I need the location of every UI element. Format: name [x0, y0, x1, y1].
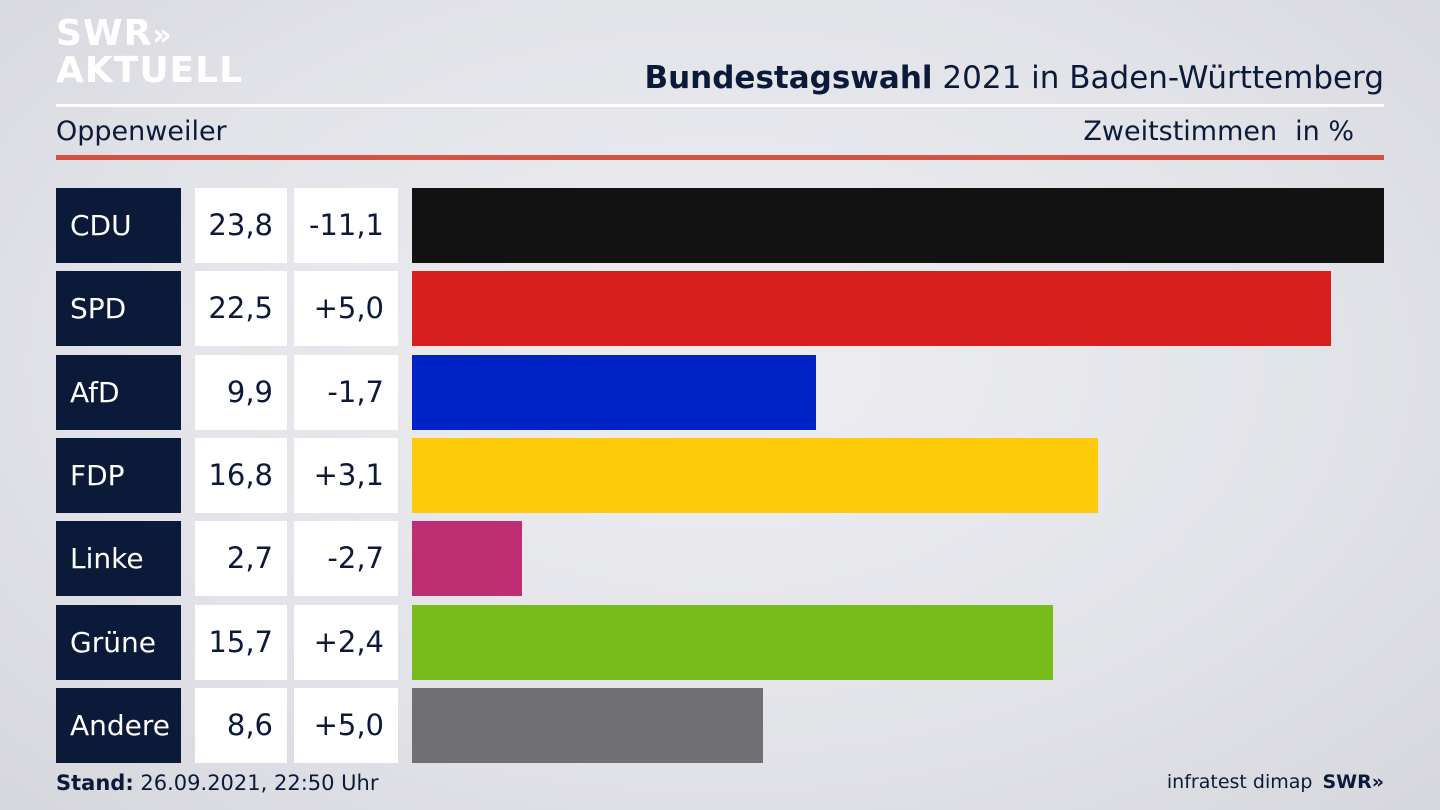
stand-label: Stand:	[56, 771, 134, 795]
party-label: Linke	[56, 521, 181, 597]
vote-share-value: 8,6	[195, 687, 287, 763]
source-name: infratest dimap	[1166, 771, 1313, 793]
logo-chevrons: »	[152, 18, 172, 53]
vote-share-value: 15,7	[195, 604, 287, 680]
vote-type-label: Zweitstimmen	[1083, 116, 1278, 147]
vote-share-value: 16,8	[195, 437, 287, 513]
party-label: Andere	[56, 687, 181, 763]
result-row-cdu: CDU 23,8 -11,1	[0, 188, 1440, 263]
party-label: SPD	[56, 271, 181, 347]
bar-spd	[412, 271, 1331, 347]
vote-change-value: +2,4	[294, 604, 398, 680]
bar-fdp	[412, 437, 1098, 513]
vote-change-value: +5,0	[294, 271, 398, 347]
vote-change-value: -2,7	[294, 521, 398, 597]
logo-aktuell-text: AKTUELL	[56, 50, 244, 91]
header-divider	[56, 104, 1384, 107]
result-row-afd: AfD 9,9 -1,7	[0, 354, 1440, 430]
result-row-grüne: Grüne 15,7 +2,4	[0, 604, 1440, 680]
vote-share-value: 9,9	[195, 354, 287, 430]
stand-value: 26.09.2021, 22:50 Uhr	[133, 771, 379, 795]
vote-change-value: +3,1	[294, 437, 398, 513]
percent-unit-label: in %	[1295, 116, 1354, 147]
source-brand-logo: SWR»	[1322, 771, 1384, 793]
bar-grüne	[412, 604, 1053, 680]
result-row-spd: SPD 22,5 +5,0	[0, 271, 1440, 347]
bar-afd	[412, 354, 816, 430]
result-row-andere: Andere 8,6 +5,0	[0, 687, 1440, 763]
location-label: Oppenweiler	[56, 116, 227, 147]
chart-title-rest: 2021 in Baden-Württemberg	[932, 60, 1384, 96]
result-row-linke: Linke 2,7 -2,7	[0, 521, 1440, 597]
swr-aktuell-logo: SWR» AKTUELL	[56, 13, 244, 91]
vote-share-value: 23,8	[195, 188, 287, 263]
source-credit: infratest dimap SWR»	[1167, 771, 1384, 793]
unit-label: Zweitstimmen in %	[1083, 116, 1354, 147]
logo-swr-text: SWR	[56, 13, 153, 54]
accent-divider	[56, 155, 1384, 160]
party-label: FDP	[56, 437, 181, 513]
chart-title: Bundestagswahl 2021 in Baden-Württemberg	[644, 60, 1384, 96]
party-label: AfD	[56, 354, 181, 430]
chart-title-strong: Bundestagswahl	[644, 60, 933, 96]
vote-change-value: +5,0	[294, 687, 398, 763]
vote-share-value: 22,5	[195, 271, 287, 347]
vote-change-value: -1,7	[294, 354, 398, 430]
party-label: CDU	[56, 188, 181, 263]
bar-cdu	[412, 188, 1384, 263]
timestamp: Stand: 26.09.2021, 22:50 Uhr	[56, 771, 379, 795]
result-row-fdp: FDP 16,8 +3,1	[0, 437, 1440, 513]
bar-andere	[412, 687, 763, 763]
party-label: Grüne	[56, 604, 181, 680]
bar-linke	[412, 521, 522, 597]
vote-share-value: 2,7	[195, 521, 287, 597]
vote-change-value: -11,1	[294, 188, 398, 263]
